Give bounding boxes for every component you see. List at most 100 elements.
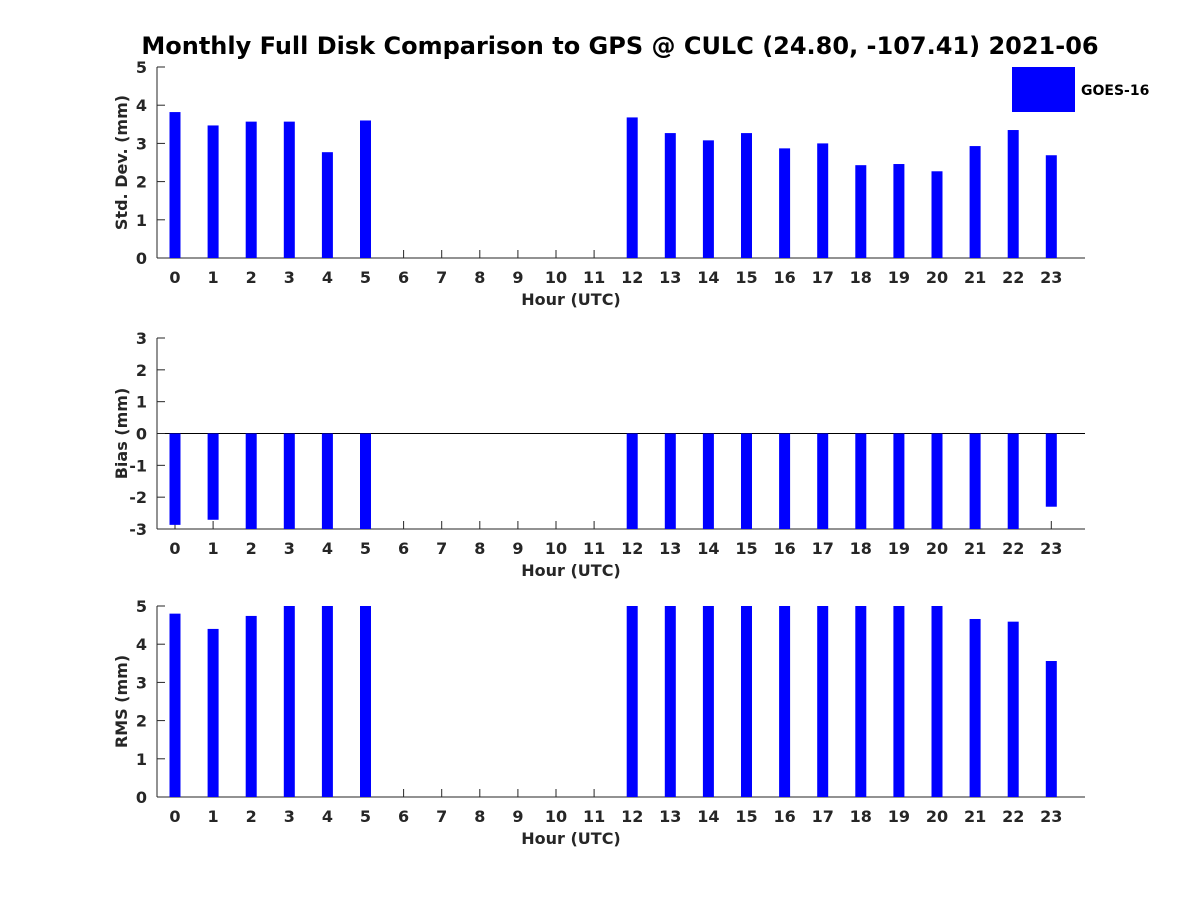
bias-bar-16 <box>779 433 791 529</box>
rms-x-tick-label: 17 <box>812 807 834 826</box>
bias-x-tick-label: 3 <box>284 539 295 558</box>
std-dev-bar-15 <box>741 133 752 258</box>
legend-label: GOES-16 <box>1081 83 1149 99</box>
std-dev-bar-18 <box>855 165 867 258</box>
std-dev-bar-13 <box>664 133 676 258</box>
bias-x-tick-label: 6 <box>398 539 409 558</box>
legend: GOES-16 <box>1012 67 1149 112</box>
bias-x-tick-label: 7 <box>436 539 447 558</box>
bias-bar-14 <box>702 433 714 529</box>
std-dev-x-tick-label: 5 <box>360 268 371 287</box>
std-dev-y-tick-label: 1 <box>136 211 147 230</box>
std-dev-x-tick-label: 15 <box>735 268 757 287</box>
rms-bar-3 <box>283 606 295 797</box>
std-dev-x-tick-label: 11 <box>583 268 605 287</box>
std-dev-x-tick-label: 22 <box>1002 268 1024 287</box>
bias-x-tick-label: 8 <box>474 539 485 558</box>
bias-bar-4 <box>321 433 333 529</box>
std-dev-y-tick-label: 5 <box>136 58 147 77</box>
rms-bar-5 <box>360 606 371 797</box>
bias-x-tick-label: 15 <box>735 539 757 558</box>
std-dev-x-tick-label: 1 <box>208 268 219 287</box>
std-dev-x-tick-label: 14 <box>697 268 719 287</box>
bias-x-tick-label: 16 <box>773 539 795 558</box>
std-dev-bar-20 <box>931 171 943 258</box>
bias-bar-15 <box>741 433 752 529</box>
rms-x-tick-label: 5 <box>360 807 371 826</box>
bias-bar-5 <box>360 433 371 529</box>
std-dev-x-tick-label: 19 <box>888 268 910 287</box>
std-dev-x-tick-label: 3 <box>284 268 295 287</box>
rms-bar-18 <box>855 606 867 797</box>
rms-y-tick-label: 3 <box>136 673 147 692</box>
rms-x-tick-label: 2 <box>246 807 257 826</box>
rms-x-tick-label: 0 <box>169 807 180 826</box>
std-dev-x-tick-label: 9 <box>512 268 523 287</box>
rms-bar-4 <box>321 606 333 797</box>
figure-title: Monthly Full Disk Comparison to GPS @ CU… <box>141 32 1098 60</box>
bias-y-tick-label: 1 <box>136 393 147 412</box>
rms-x-tick-label: 21 <box>964 807 986 826</box>
rms-x-tick-label: 8 <box>474 807 485 826</box>
bias-y-tick-label: 0 <box>136 425 147 444</box>
std-dev-bar-14 <box>702 140 714 258</box>
rms-x-tick-label: 16 <box>773 807 795 826</box>
rms-x-tick-label: 4 <box>322 807 333 826</box>
std-dev-x-tick-label: 20 <box>926 268 948 287</box>
std-dev-bar-22 <box>1007 130 1019 258</box>
rms-x-tick-label: 22 <box>1002 807 1024 826</box>
bias-x-tick-label: 19 <box>888 539 910 558</box>
std-dev-x-tick-label: 8 <box>474 268 485 287</box>
rms-bar-20 <box>931 606 943 797</box>
rms-bar-13 <box>664 606 676 797</box>
rms-x-tick-label: 10 <box>545 807 567 826</box>
bias-bar-13 <box>664 433 676 529</box>
rms-x-tick-label: 3 <box>284 807 295 826</box>
std-dev-x-tick-label: 0 <box>169 268 180 287</box>
bias-bar-2 <box>245 433 257 529</box>
bias-y-tick-label: 2 <box>136 361 147 380</box>
rms-y-tick-label: 4 <box>136 635 147 654</box>
bias-x-tick-label: 1 <box>208 539 219 558</box>
std-dev-x-tick-label: 21 <box>964 268 986 287</box>
rms-bar-17 <box>817 606 829 797</box>
std-dev-x-tick-label: 18 <box>850 268 872 287</box>
bias-bar-22 <box>1007 433 1019 529</box>
bias-y-axis-label: Bias (mm) <box>112 388 131 480</box>
std-dev-bar-12 <box>626 117 638 258</box>
bias-x-axis-label: Hour (UTC) <box>521 561 621 580</box>
bias-bar-1 <box>207 433 219 520</box>
rms-x-axis-label: Hour (UTC) <box>521 829 621 848</box>
bias-bar-3 <box>283 433 295 529</box>
std-dev-bar-4 <box>321 152 333 258</box>
rms-x-tick-label: 14 <box>697 807 719 826</box>
std-dev-x-tick-label: 4 <box>322 268 333 287</box>
bias-bar-21 <box>969 433 981 529</box>
rms-bar-0 <box>169 613 181 797</box>
bias-x-tick-label: 20 <box>926 539 948 558</box>
rms-bar-14 <box>702 606 714 797</box>
std-dev-bar-19 <box>893 164 905 258</box>
rms-bar-15 <box>741 606 752 797</box>
bias-x-tick-label: 4 <box>322 539 333 558</box>
std-dev-y-tick-label: 2 <box>136 173 147 192</box>
rms-x-tick-label: 19 <box>888 807 910 826</box>
bias-bar-20 <box>931 433 943 529</box>
std-dev-bar-21 <box>969 146 981 258</box>
bias-x-tick-label: 9 <box>512 539 523 558</box>
rms-y-tick-label: 1 <box>136 750 147 769</box>
std-dev-y-tick-label: 0 <box>136 249 147 268</box>
bias-x-tick-label: 22 <box>1002 539 1024 558</box>
bias-bar-23 <box>1045 433 1057 507</box>
bias-x-tick-label: 23 <box>1040 539 1062 558</box>
std-dev-x-tick-label: 16 <box>773 268 795 287</box>
bias-y-tick-label: -2 <box>129 488 147 507</box>
bias-x-tick-label: 2 <box>246 539 257 558</box>
bias-y-tick-label: -1 <box>129 456 147 475</box>
bias-x-tick-label: 21 <box>964 539 986 558</box>
rms-x-tick-label: 20 <box>926 807 948 826</box>
bias-x-tick-label: 5 <box>360 539 371 558</box>
